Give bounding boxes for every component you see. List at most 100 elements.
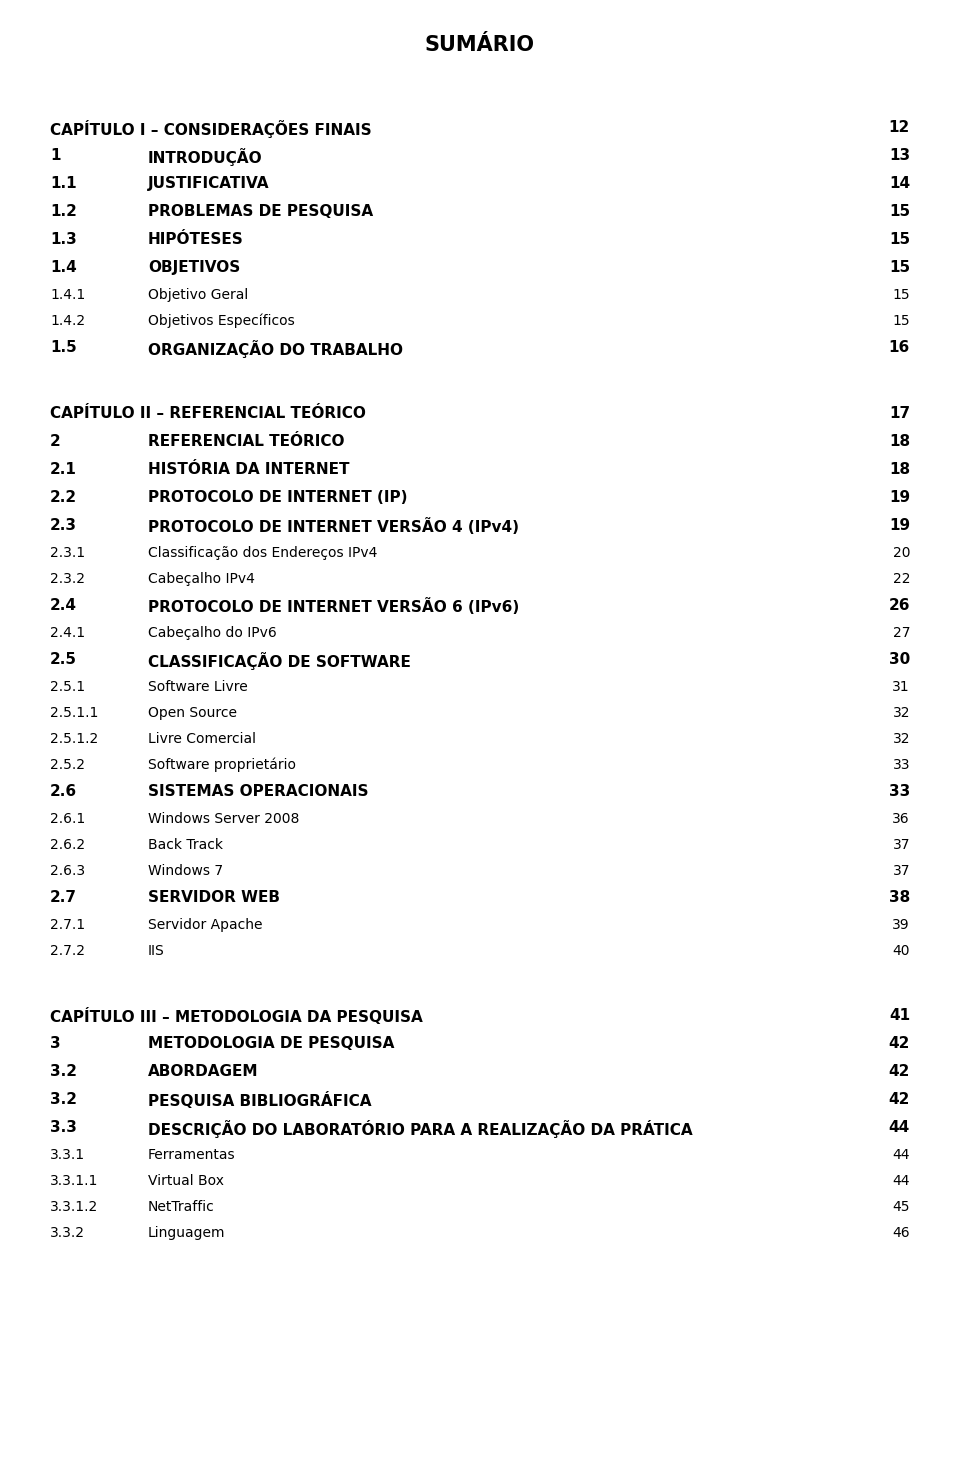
- Text: 13: 13: [889, 148, 910, 163]
- Text: 2.6.3: 2.6.3: [50, 863, 85, 878]
- Text: 3.2: 3.2: [50, 1092, 77, 1107]
- Text: 2.7.1: 2.7.1: [50, 918, 85, 932]
- Text: 17: 17: [889, 406, 910, 421]
- Text: 37: 37: [893, 863, 910, 878]
- Text: 2.6.2: 2.6.2: [50, 839, 85, 852]
- Text: INTRODUÇÃO: INTRODUÇÃO: [148, 148, 263, 166]
- Text: 2.3: 2.3: [50, 517, 77, 534]
- Text: 2.3.1: 2.3.1: [50, 545, 85, 560]
- Text: CAPÍTULO III – METODOLOGIA DA PESQUISA: CAPÍTULO III – METODOLOGIA DA PESQUISA: [50, 1009, 422, 1025]
- Text: Classificação dos Endereços IPv4: Classificação dos Endereços IPv4: [148, 545, 377, 560]
- Text: 26: 26: [889, 598, 910, 613]
- Text: Back Track: Back Track: [148, 839, 223, 852]
- Text: 2.6.1: 2.6.1: [50, 812, 85, 825]
- Text: Livre Comercial: Livre Comercial: [148, 732, 256, 746]
- Text: SISTEMAS OPERACIONAIS: SISTEMAS OPERACIONAIS: [148, 784, 369, 799]
- Text: 2.7: 2.7: [50, 890, 77, 905]
- Text: 3.3.1.1: 3.3.1.1: [50, 1174, 98, 1187]
- Text: 42: 42: [889, 1092, 910, 1107]
- Text: PROTOCOLO DE INTERNET (IP): PROTOCOLO DE INTERNET (IP): [148, 490, 407, 504]
- Text: 1.1: 1.1: [50, 176, 77, 191]
- Text: 3.3.1: 3.3.1: [50, 1148, 85, 1163]
- Text: Cabeçalho do IPv6: Cabeçalho do IPv6: [148, 626, 276, 641]
- Text: CLASSIFICAÇÃO DE SOFTWARE: CLASSIFICAÇÃO DE SOFTWARE: [148, 652, 411, 670]
- Text: 18: 18: [889, 434, 910, 449]
- Text: HISTÓRIA DA INTERNET: HISTÓRIA DA INTERNET: [148, 462, 349, 476]
- Text: 2.5.1: 2.5.1: [50, 680, 85, 693]
- Text: 2.7.2: 2.7.2: [50, 944, 85, 957]
- Text: 20: 20: [893, 545, 910, 560]
- Text: Open Source: Open Source: [148, 707, 237, 720]
- Text: 1.4.2: 1.4.2: [50, 314, 85, 328]
- Text: 32: 32: [893, 732, 910, 746]
- Text: 2.4.1: 2.4.1: [50, 626, 85, 641]
- Text: 33: 33: [893, 758, 910, 773]
- Text: 2.5.2: 2.5.2: [50, 758, 85, 773]
- Text: JUSTIFICATIVA: JUSTIFICATIVA: [148, 176, 270, 191]
- Text: 3.3.1.2: 3.3.1.2: [50, 1201, 98, 1214]
- Text: 2.4: 2.4: [50, 598, 77, 613]
- Text: Linguagem: Linguagem: [148, 1226, 226, 1240]
- Text: 36: 36: [893, 812, 910, 825]
- Text: 1.5: 1.5: [50, 340, 77, 355]
- Text: 15: 15: [889, 232, 910, 246]
- Text: 41: 41: [889, 1009, 910, 1023]
- Text: 30: 30: [889, 652, 910, 667]
- Text: Windows Server 2008: Windows Server 2008: [148, 812, 300, 825]
- Text: 1.3: 1.3: [50, 232, 77, 246]
- Text: 37: 37: [893, 839, 910, 852]
- Text: 22: 22: [893, 572, 910, 586]
- Text: 15: 15: [889, 259, 910, 276]
- Text: 2.6: 2.6: [50, 784, 77, 799]
- Text: METODOLOGIA DE PESQUISA: METODOLOGIA DE PESQUISA: [148, 1036, 395, 1051]
- Text: Software proprietário: Software proprietário: [148, 758, 296, 773]
- Text: SUMÁRIO: SUMÁRIO: [425, 35, 535, 56]
- Text: 3.3.2: 3.3.2: [50, 1226, 85, 1240]
- Text: OBJETIVOS: OBJETIVOS: [148, 259, 240, 276]
- Text: 18: 18: [889, 462, 910, 476]
- Text: Objetivo Geral: Objetivo Geral: [148, 287, 249, 302]
- Text: REFERENCIAL TEÓRICO: REFERENCIAL TEÓRICO: [148, 434, 345, 449]
- Text: 2.1: 2.1: [50, 462, 77, 476]
- Text: HIPÓTESES: HIPÓTESES: [148, 232, 244, 246]
- Text: PROBLEMAS DE PESQUISA: PROBLEMAS DE PESQUISA: [148, 204, 373, 218]
- Text: Cabeçalho IPv4: Cabeçalho IPv4: [148, 572, 254, 586]
- Text: 12: 12: [889, 120, 910, 135]
- Text: CAPÍTULO II – REFERENCIAL TEÓRICO: CAPÍTULO II – REFERENCIAL TEÓRICO: [50, 406, 366, 421]
- Text: Virtual Box: Virtual Box: [148, 1174, 224, 1187]
- Text: CAPÍTULO I – CONSIDERAÇÕES FINAIS: CAPÍTULO I – CONSIDERAÇÕES FINAIS: [50, 120, 372, 138]
- Text: NetTraffic: NetTraffic: [148, 1201, 215, 1214]
- Text: 2.5.1.2: 2.5.1.2: [50, 732, 98, 746]
- Text: 45: 45: [893, 1201, 910, 1214]
- Text: Servidor Apache: Servidor Apache: [148, 918, 262, 932]
- Text: 39: 39: [893, 918, 910, 932]
- Text: 32: 32: [893, 707, 910, 720]
- Text: ABORDAGEM: ABORDAGEM: [148, 1064, 258, 1079]
- Text: 2: 2: [50, 434, 60, 449]
- Text: PESQUISA BIBLIOGRÁFICA: PESQUISA BIBLIOGRÁFICA: [148, 1092, 372, 1108]
- Text: 15: 15: [893, 314, 910, 328]
- Text: DESCRIÇÃO DO LABORATÓRIO PARA A REALIZAÇÃO DA PRÁTICA: DESCRIÇÃO DO LABORATÓRIO PARA A REALIZAÇ…: [148, 1120, 692, 1138]
- Text: IIS: IIS: [148, 944, 165, 957]
- Text: 46: 46: [893, 1226, 910, 1240]
- Text: 40: 40: [893, 944, 910, 957]
- Text: 44: 44: [893, 1174, 910, 1187]
- Text: 3.3: 3.3: [50, 1120, 77, 1135]
- Text: Windows 7: Windows 7: [148, 863, 223, 878]
- Text: 2.5.1.1: 2.5.1.1: [50, 707, 98, 720]
- Text: ORGANIZAÇÃO DO TRABALHO: ORGANIZAÇÃO DO TRABALHO: [148, 340, 403, 358]
- Text: 1.4: 1.4: [50, 259, 77, 276]
- Text: 16: 16: [889, 340, 910, 355]
- Text: 42: 42: [889, 1036, 910, 1051]
- Text: 27: 27: [893, 626, 910, 641]
- Text: SERVIDOR WEB: SERVIDOR WEB: [148, 890, 280, 905]
- Text: 19: 19: [889, 517, 910, 534]
- Text: 38: 38: [889, 890, 910, 905]
- Text: 42: 42: [889, 1064, 910, 1079]
- Text: PROTOCOLO DE INTERNET VERSÃO 4 (IPv4): PROTOCOLO DE INTERNET VERSÃO 4 (IPv4): [148, 517, 519, 535]
- Text: 2.3.2: 2.3.2: [50, 572, 85, 586]
- Text: 3.2: 3.2: [50, 1064, 77, 1079]
- Text: 1.2: 1.2: [50, 204, 77, 218]
- Text: 2.5: 2.5: [50, 652, 77, 667]
- Text: 31: 31: [893, 680, 910, 693]
